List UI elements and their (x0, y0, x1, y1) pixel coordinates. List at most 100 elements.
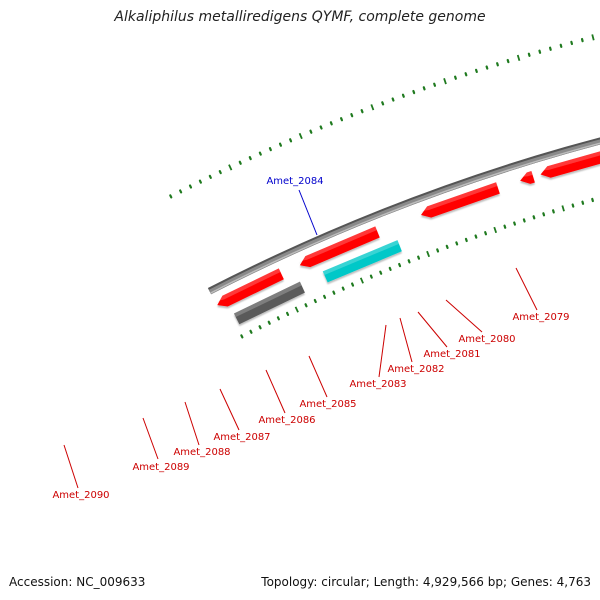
inner-ruler-minor-tick (379, 270, 383, 275)
gene-label[interactable]: Amet_2085 (299, 399, 356, 410)
gene-label[interactable]: Amet_2081 (423, 349, 480, 360)
gene-labels: Amet_2079 Amet_2080 Amet_2081 Amet_2082 Amet… (52, 176, 569, 501)
leader-line (184, 401, 200, 446)
inner-ruler-major-tick (426, 250, 431, 258)
gene-label[interactable]: Amet_2090 (52, 490, 109, 501)
gene-feature-outer-cds[interactable] (419, 182, 500, 218)
inner-ruler-minor-tick (286, 311, 290, 317)
leader-line (142, 417, 159, 460)
inner-ruler-minor-tick (398, 262, 402, 268)
outer-ruler-minor-tick (391, 97, 395, 102)
inner-ruler-major-tick (359, 277, 364, 284)
gene-features (215, 150, 600, 325)
outer-ruler-minor-tick (570, 40, 574, 46)
gene-feature-outer-cds[interactable] (215, 268, 284, 307)
outer-ruler-minor-tick (422, 86, 426, 91)
gene-feature-inner-cog[interactable] (322, 240, 402, 283)
accession-label: Accession: (9, 575, 73, 589)
gene-label[interactable]: Amet_2089 (132, 462, 189, 473)
kbp-ruler-outer (169, 34, 595, 199)
leader-line (298, 189, 318, 236)
inner-ruler-minor-tick (369, 274, 373, 279)
gene-label[interactable]: Amet_2086 (258, 415, 315, 426)
gene-arrow-sheen (419, 182, 498, 212)
inner-ruler-minor-tick (267, 320, 271, 325)
gene-feature-inner-cog[interactable] (233, 281, 305, 325)
outer-ruler-major-tick (591, 34, 595, 41)
outer-ruler-major-tick (228, 164, 233, 171)
gene-label[interactable]: Amet_2087 (213, 432, 270, 443)
inner-ruler-minor-tick (513, 221, 516, 226)
gene-label[interactable]: Amet_2083 (349, 379, 406, 390)
inner-ruler-minor-tick (249, 329, 253, 334)
outer-ruler-minor-tick (238, 160, 242, 165)
inner-ruler-minor-tick (407, 259, 411, 264)
gene-feature-outer-cds[interactable] (518, 171, 535, 184)
outer-ruler-minor-tick (319, 125, 323, 130)
label-leader-lines (63, 189, 538, 489)
outer-ruler-major-tick (516, 54, 521, 62)
outer-ruler-minor-tick (169, 194, 173, 199)
inner-ruler-minor-tick (388, 266, 392, 271)
gene-arrow-sheen (322, 240, 399, 276)
length-value: 4,929,566 bp (422, 575, 503, 589)
outer-ruler-minor-tick (464, 72, 468, 77)
inner-ruler-minor-tick (484, 231, 488, 236)
inner-ruler-minor-tick (313, 298, 317, 304)
gene-arrow[interactable] (233, 281, 305, 325)
inner-ruler-major-tick (294, 306, 299, 313)
accession-info: Accession: NC_009633 (9, 575, 145, 589)
inner-ruler-minor-tick (304, 303, 308, 308)
outer-ruler-minor-tick (496, 62, 499, 67)
inner-ruler-minor-tick (474, 234, 478, 239)
inner-ruler-minor-tick (323, 294, 327, 299)
inner-ruler-minor-tick (258, 325, 262, 330)
outer-ruler-minor-tick (454, 75, 457, 80)
inner-ruler-minor-tick (240, 334, 244, 339)
leader-line (63, 444, 79, 489)
outer-ruler-minor-tick (179, 189, 183, 194)
outer-ruler-minor-tick (401, 93, 405, 98)
outer-ruler-minor-tick (289, 138, 293, 143)
outer-ruler-minor-tick (208, 174, 212, 179)
outer-ruler-minor-tick (580, 37, 584, 43)
leader-line (265, 369, 286, 414)
gene-label[interactable]: Amet_2082 (387, 364, 444, 375)
kbp-ruler-inner (240, 197, 594, 339)
outer-ruler-minor-tick (381, 101, 385, 106)
gene-label[interactable]: Amet_2084 (266, 176, 323, 187)
outer-ruler-major-tick (298, 132, 303, 140)
inner-ruler-minor-tick (276, 316, 280, 321)
gene-label[interactable]: Amet_2080 (458, 334, 515, 345)
inner-ruler-minor-tick (581, 200, 585, 205)
gene-feature-outer-cds[interactable] (539, 150, 600, 178)
outer-ruler-minor-tick (218, 169, 222, 175)
outer-ruler-minor-tick (475, 68, 478, 74)
outer-ruler-minor-tick (188, 184, 193, 189)
gene-arrow-sheen (518, 171, 533, 177)
outer-ruler-minor-tick (258, 151, 262, 156)
gene-arrow-sheen (539, 151, 600, 171)
gene-label[interactable]: Amet_2079 (512, 312, 569, 323)
inner-ruler-minor-tick (341, 286, 345, 291)
inner-ruler-minor-tick (455, 241, 459, 246)
outer-ruler-minor-tick (268, 147, 272, 152)
leader-line (445, 299, 483, 333)
leader-line (219, 388, 240, 431)
topology-value: circular (321, 575, 366, 589)
outer-ruler-minor-tick (360, 109, 364, 114)
genes-label: Genes: (510, 575, 553, 589)
genome-summary: Topology: circular; Length: 4,929,566 bp… (261, 575, 591, 589)
outer-ruler-minor-tick (278, 142, 283, 147)
topology-label: Topology: (261, 575, 318, 589)
gene-label[interactable]: Amet_2088 (173, 447, 230, 458)
leader-line (378, 324, 387, 378)
outer-ruler-major-tick (443, 78, 447, 85)
outer-ruler-minor-tick (309, 129, 313, 134)
inner-ruler-minor-tick (417, 255, 421, 260)
outer-ruler-minor-tick (198, 179, 202, 184)
gene-feature-outer-cds[interactable] (298, 226, 380, 268)
inner-ruler-minor-tick (522, 218, 526, 223)
outer-ruler-major-tick (370, 104, 375, 111)
